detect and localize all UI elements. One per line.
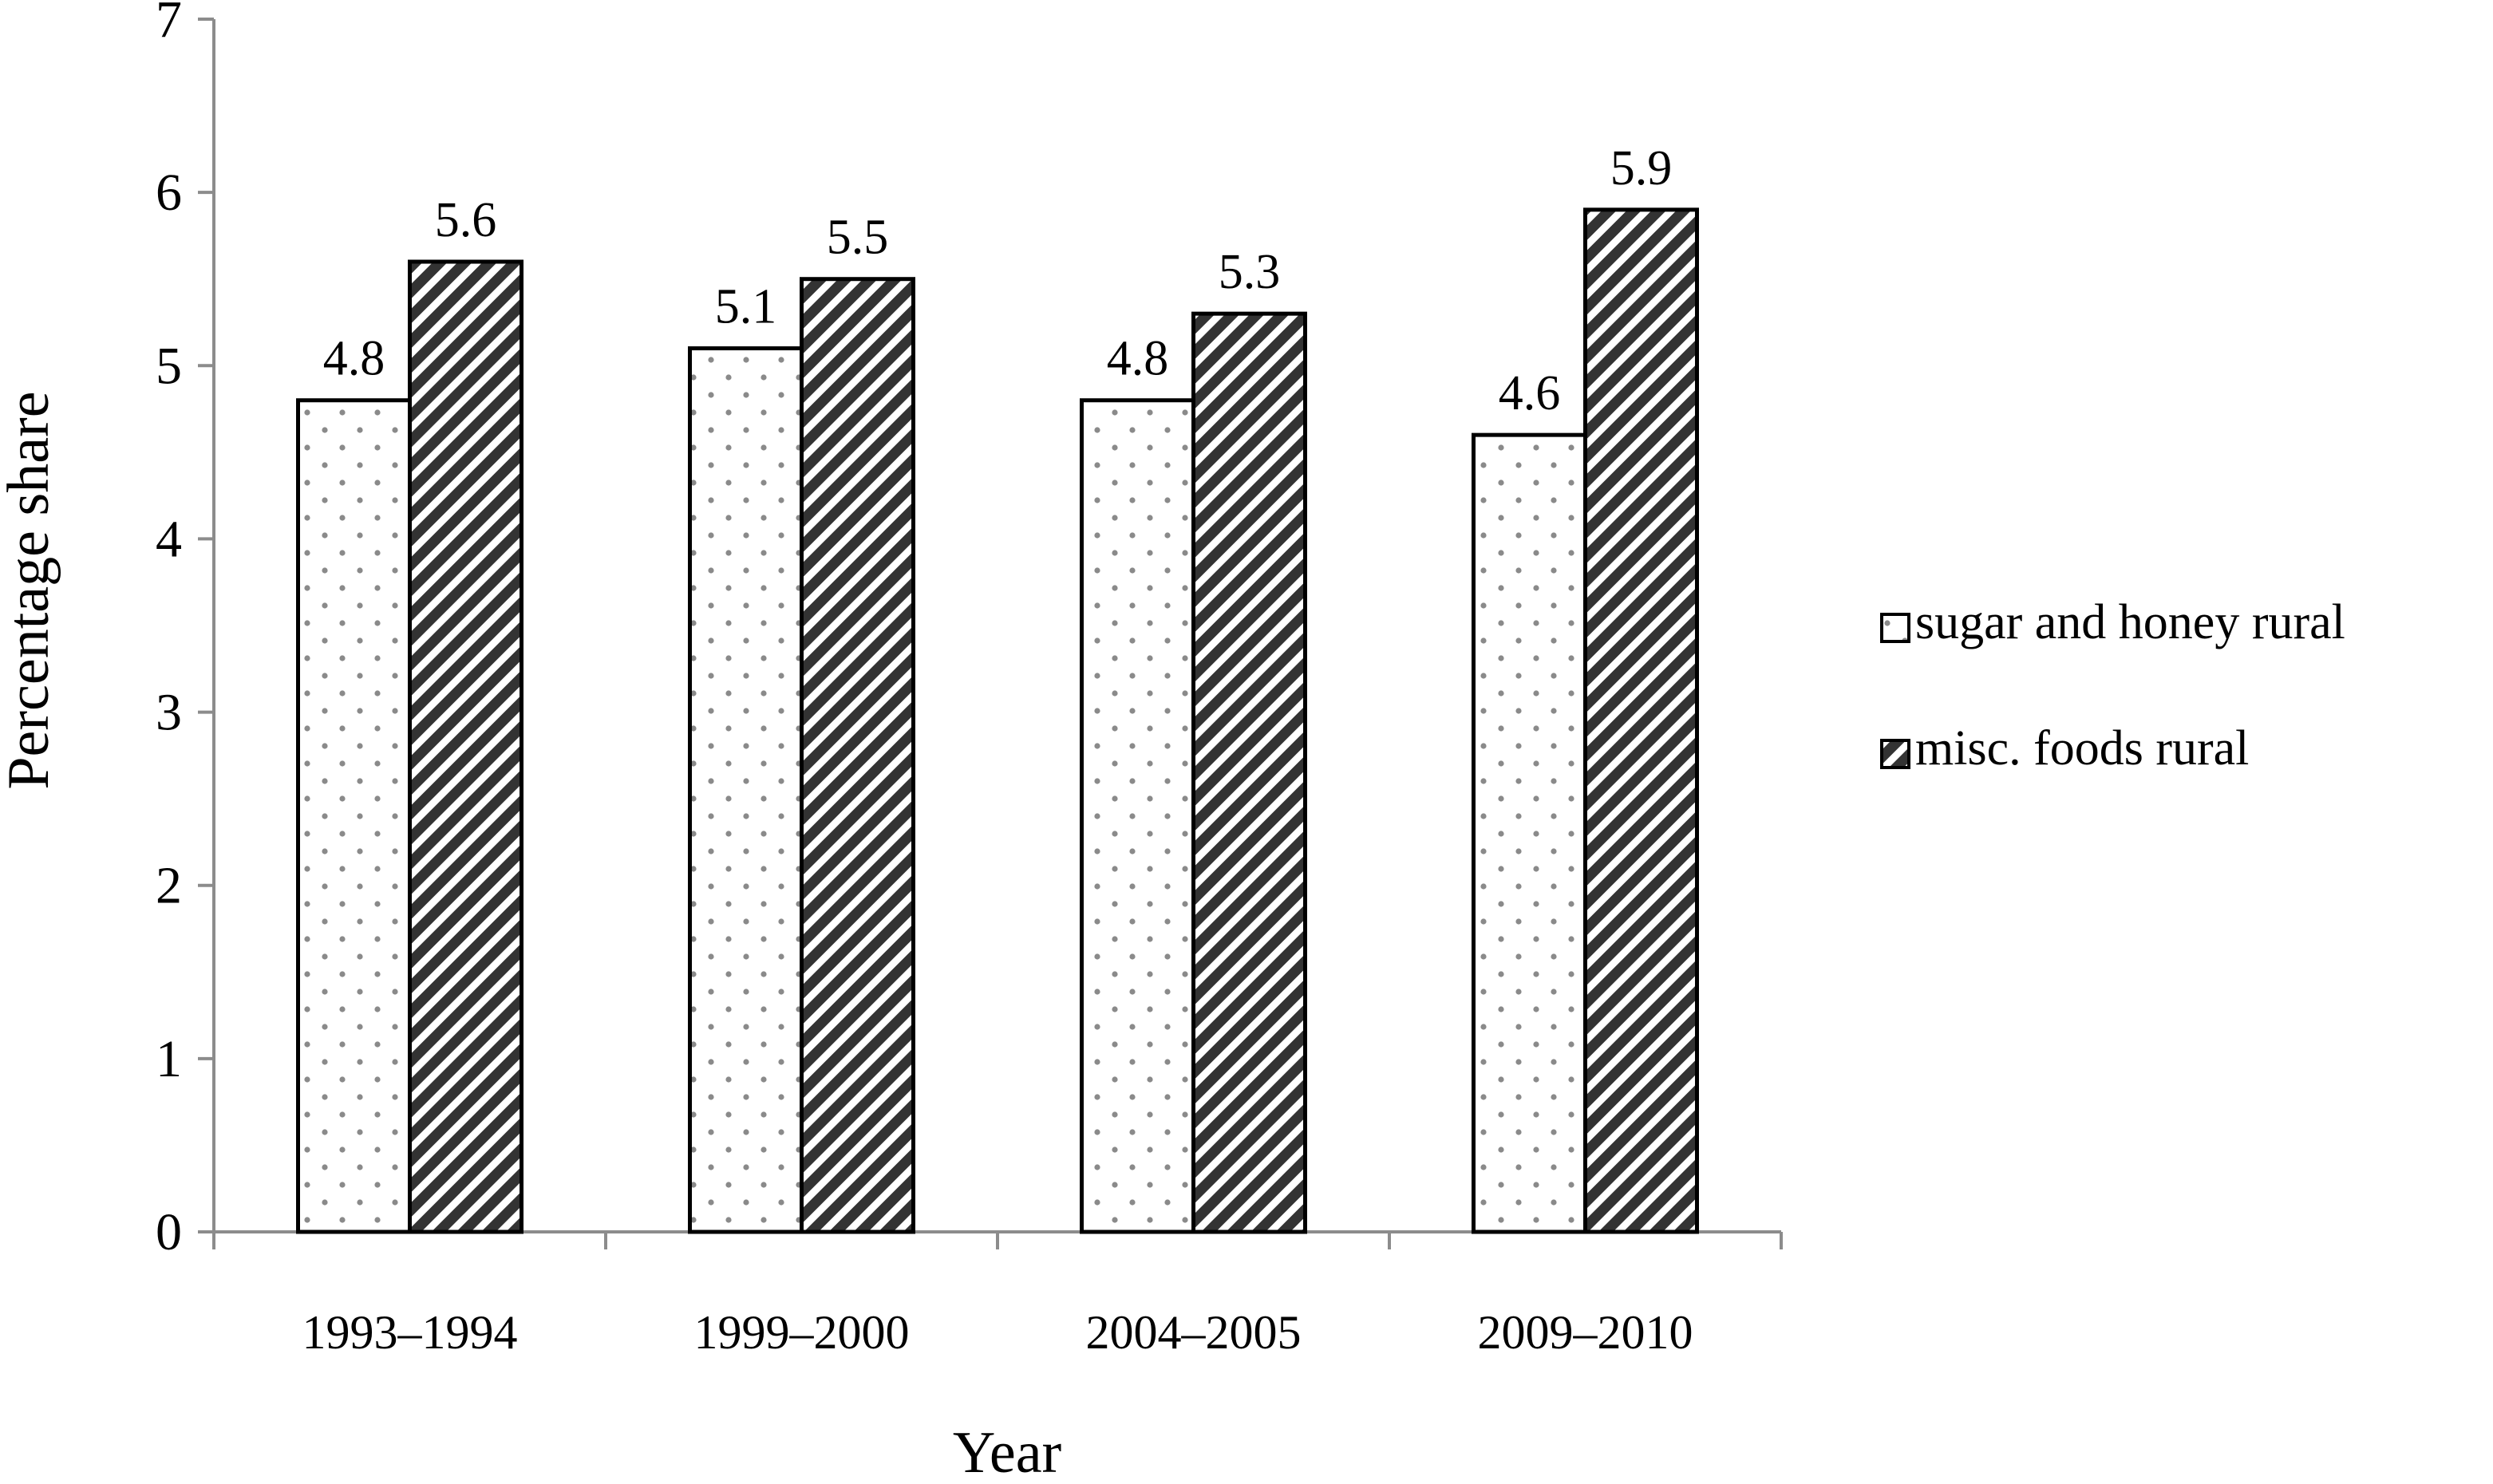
data-label: 5.6 (435, 193, 497, 247)
data-label: 4.8 (323, 332, 385, 386)
legend-label: misc. foods rural (1915, 721, 2249, 776)
legend-swatch (1880, 739, 1910, 769)
bar-sugar-honey (1472, 432, 1587, 1234)
y-tick-label: 3 (156, 684, 182, 742)
y-tick-label: 0 (156, 1203, 182, 1261)
data-label: 5.9 (1610, 141, 1673, 195)
legend-swatch (1880, 613, 1910, 643)
x-category-label: 1999–2000 (694, 1306, 910, 1359)
bar-sugar-honey (296, 398, 412, 1234)
y-tick-label: 4 (156, 510, 182, 568)
data-label: 5.5 (827, 211, 889, 265)
y-tick-label: 2 (156, 857, 182, 915)
bar-misc-foods (1191, 311, 1307, 1234)
y-tick-label: 7 (156, 0, 182, 49)
data-label: 5.3 (1219, 245, 1281, 299)
data-label: 4.8 (1107, 332, 1169, 386)
x-axis-title: Year (953, 1420, 1061, 1480)
legend-label: sugar and honey rural (1915, 595, 2345, 649)
y-axis-title: Percentage share (0, 391, 61, 789)
x-category-label: 1993–1994 (302, 1306, 518, 1359)
y-tick-label: 6 (156, 164, 182, 222)
x-category-label: 2009–2010 (1478, 1306, 1693, 1359)
y-tick-label: 1 (156, 1030, 182, 1088)
data-label: 5.1 (715, 280, 777, 334)
y-tick-label: 5 (156, 337, 182, 395)
bar-misc-foods (1583, 207, 1699, 1234)
bar-misc-foods (408, 259, 523, 1234)
data-label: 4.6 (1499, 366, 1561, 420)
bar-sugar-honey (688, 346, 804, 1234)
bar-sugar-honey (1080, 398, 1195, 1234)
bar-misc-foods (800, 277, 915, 1234)
x-category-label: 2004–2005 (1086, 1306, 1302, 1359)
